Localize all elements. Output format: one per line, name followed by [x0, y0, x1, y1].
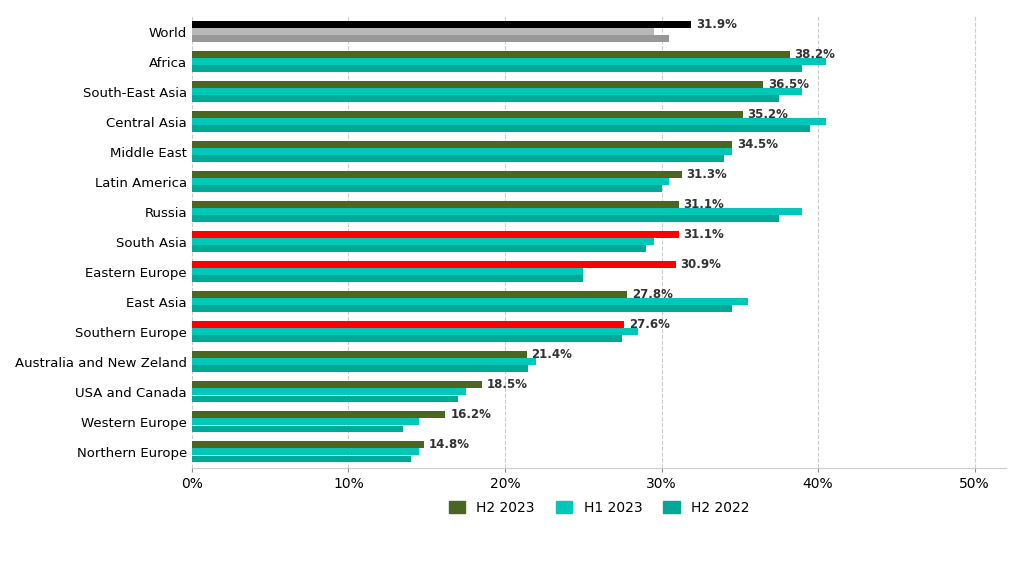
Bar [192, 321, 624, 328]
Bar [192, 352, 527, 358]
Bar [192, 411, 445, 418]
Bar [192, 21, 691, 28]
Bar [192, 171, 682, 178]
Text: 16.2%: 16.2% [450, 408, 491, 421]
Bar [192, 306, 732, 312]
Legend: H2 2023, H1 2023, H2 2022: H2 2023, H1 2023, H2 2022 [443, 495, 755, 521]
Bar [192, 358, 536, 365]
Bar [192, 155, 724, 162]
Bar [192, 28, 653, 35]
Text: 34.5%: 34.5% [737, 138, 778, 151]
Bar [192, 231, 679, 238]
Bar [192, 268, 583, 275]
Bar [192, 442, 424, 448]
Text: 27.8%: 27.8% [632, 288, 673, 301]
Bar [192, 51, 790, 58]
Text: 38.2%: 38.2% [794, 48, 835, 61]
Bar [192, 65, 803, 72]
Text: 31.1%: 31.1% [683, 198, 724, 211]
Text: 31.1%: 31.1% [683, 228, 724, 241]
Bar [192, 425, 403, 432]
Bar [192, 81, 764, 88]
Text: 31.9%: 31.9% [696, 18, 737, 31]
Bar [192, 299, 747, 305]
Bar [192, 328, 638, 335]
Text: 27.6%: 27.6% [629, 318, 670, 331]
Bar [192, 396, 458, 402]
Bar [192, 88, 803, 95]
Text: 14.8%: 14.8% [428, 438, 470, 451]
Bar [192, 201, 679, 208]
Text: 36.5%: 36.5% [768, 78, 809, 91]
Bar [192, 381, 482, 388]
Bar [192, 209, 803, 215]
Bar [192, 35, 670, 42]
Bar [192, 238, 653, 245]
Bar [192, 449, 419, 455]
Bar [192, 119, 826, 125]
Text: 18.5%: 18.5% [486, 378, 527, 391]
Text: 35.2%: 35.2% [747, 108, 788, 121]
Bar [192, 141, 732, 148]
Bar [192, 125, 811, 132]
Bar [192, 275, 583, 282]
Text: 21.4%: 21.4% [532, 348, 573, 361]
Bar [192, 389, 466, 395]
Bar [192, 95, 779, 102]
Bar [192, 148, 732, 155]
Bar [192, 216, 779, 222]
Bar [192, 335, 623, 342]
Bar [192, 261, 676, 268]
Bar [192, 245, 646, 252]
Bar [192, 178, 670, 185]
Bar [192, 58, 826, 65]
Bar [192, 291, 627, 298]
Bar [192, 111, 743, 118]
Bar [192, 185, 662, 192]
Bar [192, 456, 411, 462]
Text: 30.9%: 30.9% [680, 258, 721, 271]
Bar [192, 365, 529, 372]
Text: 31.3%: 31.3% [686, 168, 727, 181]
Bar [192, 418, 419, 425]
